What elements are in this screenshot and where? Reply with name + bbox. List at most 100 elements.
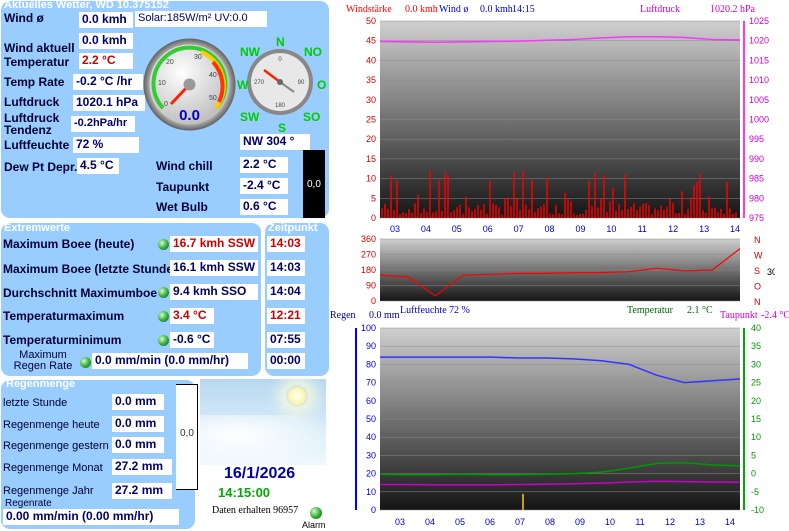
compass-o: O [317,78,327,92]
wind-avg-label: Wind ø [4,11,44,25]
temp-label: Temperatur [4,55,70,69]
extreme-value-3: 3.4 °C [170,308,214,324]
extreme-label-2: Durchschnitt Maximumboee [3,287,157,300]
sun-icon [286,385,308,407]
wind-speed-gauge: 0 10 20 30 40 50 0.0 [143,38,236,131]
rain-label-3: Regenmenge Monat [3,462,103,474]
chart3-x-tick: 05 [455,517,465,527]
chart3-y-left-tick: 40 [366,432,376,442]
gauge-tick-0: 0 [164,101,168,108]
chart1-y-right-tick: 1025 [749,16,769,26]
chart2-direction-line [379,248,741,297]
chart3-temperature-line [379,461,741,476]
chart3-x-tick: 08 [545,517,555,527]
chart3-y-right-tick: 5 [751,450,756,460]
chart3-y-right-tick: 0 [751,469,756,479]
extreme-value-4: -0.6 °C [170,332,214,348]
taupunkt-value: -2.4 °C [240,178,288,194]
chart1-pressure-line [379,36,741,44]
chart3-temp-value: 2.1 °C [687,305,713,316]
temp-value: 2.2 °C [79,53,133,69]
chart2-y-right-tick: W [754,251,763,261]
chart3-x-tick: 07 [515,517,525,527]
chart2-y-left-tick: 0 [371,296,376,306]
chart1-y-left-tick: 20 [366,134,376,144]
chart2-y-left-tick: 180 [361,265,376,275]
side-meter-value: 0,0 [307,179,321,190]
gauge-tick-30: 30 [194,54,202,61]
chart1-x-tick: 06 [483,224,493,234]
chart3-x-tick: 13 [695,517,705,527]
compass-tick-180: 180 [275,103,286,109]
dewpt-label: Dew Pt Depr. [4,160,78,174]
chart3-y-right-tick: -5 [751,487,759,497]
wind-direction-compass: 0 90 180 270 [247,49,313,115]
footer-time: 14:15:00 [218,485,271,500]
extreme-time-0: 14:03 [267,236,305,252]
chart1-y-left-tick: 0 [371,213,376,223]
gauge-tick-40: 40 [209,72,217,79]
chart2-y-right-tick: N [754,297,761,307]
chart3-y-right-tick: 20 [751,396,761,406]
chart3-y-right-tick: -10 [751,505,764,515]
rain-meter-value: 0,0 [180,428,194,439]
chart3-y-left-tick: 90 [366,341,376,351]
rain-value-3: 27.2 mm [112,459,172,475]
status-ball-rain [80,357,91,368]
windchill-value: 2.2 °C [240,157,288,173]
chart1-x-tick: 13 [699,224,709,234]
compass-n: N [276,35,285,49]
chart1-y-left-tick: 30 [366,95,376,105]
rain-rate-max-label: Maximum Regen Rate [13,349,73,372]
pressure-trend-label: Luftdruck Tendenz [4,111,60,137]
chart3-x-tick: 10 [605,517,615,527]
rain-label-0: letzte Stunde [3,397,68,409]
footer-date: 16/1/2026 [224,465,296,482]
chart3-hum-label: Luftfeuchte [400,305,447,316]
chart3-y-right-tick: 15 [751,414,761,424]
chart3-humidity-line [380,356,741,384]
extreme-time-4: 07:55 [267,332,305,348]
chart3-dew-value: -2.4 °C [761,310,789,321]
chart3-y-right-tick: 25 [751,378,761,388]
rain-value-1: 0.0 mm [112,416,164,432]
rain-title: Regenmenge [6,378,76,390]
chart3-dew-label: Taupunkt [720,310,758,321]
chart3-y-right-tick: 35 [751,341,761,351]
rain-value-0: 0.0 mm [112,394,164,410]
pressure-trend-value: -0.2hPa/hr [71,116,135,132]
rain-value-2: 0.0 mm [112,437,164,453]
chart3-y-left-tick: 100 [361,323,376,333]
compass-sw: SW [240,110,260,124]
cloud-icon [200,415,326,465]
pressure-label: Luftdruck [4,95,60,109]
rain-value-4: 27.2 mm [112,483,172,499]
alarm-light[interactable] [310,507,322,519]
compass-nw: NW [240,45,260,59]
chart3-y-right-tick: 40 [751,323,761,333]
wetbulb-value: 0.6 °C [240,199,288,215]
extreme-label-4: Temperaturminimum [3,333,122,347]
chart3-x-tick: 11 [635,517,644,527]
chart3-x-tick: 04 [425,517,435,527]
chart3-y-left-tick: 20 [366,469,376,479]
compass-s: S [278,121,287,135]
extreme-label-1: Maximum Boee (letzte Stunde) [3,263,170,276]
rain-meter [176,384,198,490]
chart1-y-right-tick: 990 [749,154,764,164]
chart3-y-left-tick: 0 [371,505,376,515]
extreme-label-0: Maximum Boee (heute) [3,237,135,251]
chart1-x-tick: 14 [730,224,740,234]
wind-direction-value: NW 304 ° [240,134,310,150]
chart3-y-left-tick: 70 [366,378,376,388]
chart1-baro-value: 1020.2 hPa [710,4,755,15]
chart3-x-tick: 09 [575,517,585,527]
chart3-x-tick: 06 [485,517,495,527]
chart1-x-tick: 07 [514,224,524,234]
gauge-tick-50: 50 [209,95,217,102]
gauge-tick-10: 10 [158,80,166,87]
chart1-x-tick: 08 [545,224,555,234]
time-title: Zeitpunkt [268,222,318,234]
humidity-temp-chart: 0102030405060708090100-10-50510152025303… [355,323,764,527]
chart1-y-left-tick: 40 [366,55,376,65]
